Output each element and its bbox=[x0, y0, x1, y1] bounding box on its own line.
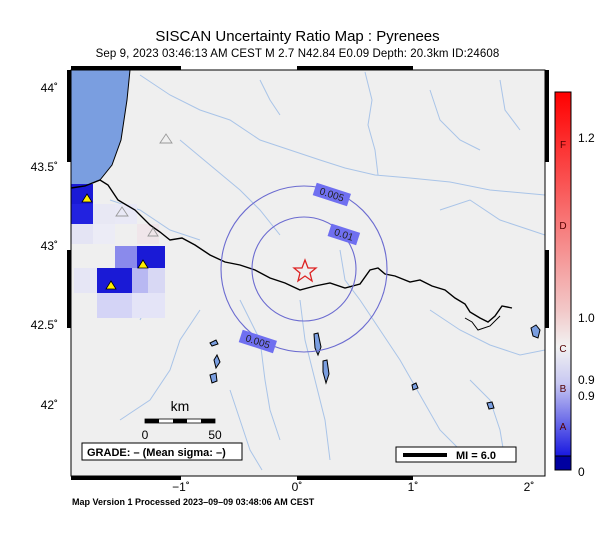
border-line bbox=[71, 179, 513, 323]
lat-tick: 43.5˚ bbox=[31, 160, 58, 174]
lat-tick: 42.5˚ bbox=[31, 318, 58, 332]
contour-lines bbox=[220, 185, 388, 353]
lat-tick: 42˚ bbox=[41, 398, 58, 412]
station-marker[interactable] bbox=[147, 227, 159, 237]
station-marker[interactable] bbox=[159, 133, 173, 144]
event-info: Sep 9, 2023 03:46:13 AM CEST M 2.7 N42.8… bbox=[95, 48, 500, 60]
scale-bar: km 0 50 bbox=[142, 398, 222, 442]
uncertainty-cells bbox=[71, 184, 165, 318]
stations[interactable] bbox=[81, 133, 173, 290]
colorbar-value: 0.9 bbox=[578, 373, 595, 387]
grade-label: B bbox=[560, 384, 567, 395]
scale-unit: km bbox=[171, 398, 190, 414]
scale-min: 0 bbox=[142, 428, 149, 442]
border-line-2 bbox=[464, 315, 501, 331]
scale-max: 50 bbox=[208, 428, 222, 442]
lon-tick: 0˚ bbox=[292, 480, 303, 494]
grade-label: C bbox=[559, 344, 566, 355]
lon-tick: −1˚ bbox=[172, 480, 190, 494]
station-marker[interactable] bbox=[81, 193, 93, 203]
colorbar-value: 1.2 bbox=[578, 131, 595, 145]
axis-labels: 44˚ 43.5˚ 43˚ 42.5˚ 42˚ −1˚ 0˚ 1˚ 2˚ bbox=[31, 81, 535, 494]
grade-label: A bbox=[560, 422, 567, 433]
colorbar-value: 0 bbox=[578, 465, 585, 479]
lakes bbox=[209, 324, 541, 410]
rivers bbox=[109, 71, 545, 471]
mi-label: MI = 6.0 bbox=[456, 450, 496, 462]
lon-tick: 1˚ bbox=[408, 480, 419, 494]
grade-box: GRADE: – (Mean sigma: –) bbox=[81, 442, 243, 461]
grade-label: F bbox=[560, 140, 566, 151]
mi-legend: MI = 6.0 bbox=[395, 446, 517, 463]
epicenter-star[interactable] bbox=[292, 258, 318, 283]
colorbar: F D C B A 1.2 1.0 0.9 0.9 0 bbox=[554, 91, 595, 479]
lat-tick: 43˚ bbox=[41, 239, 58, 253]
station-marker[interactable] bbox=[115, 206, 129, 217]
map-title: SISCAN Uncertainty Ratio Map : Pyrenees bbox=[155, 28, 440, 45]
station-marker[interactable] bbox=[105, 280, 117, 290]
lon-tick: 2˚ bbox=[524, 480, 535, 494]
lat-tick: 44˚ bbox=[41, 81, 58, 95]
colorbar-value: 1.0 bbox=[578, 311, 595, 325]
grade-text: GRADE: – (Mean sigma: –) bbox=[87, 447, 226, 459]
frame-ticks bbox=[67, 66, 549, 480]
station-marker[interactable] bbox=[137, 259, 149, 269]
contour-labels: 0.005 0.01 0.005 bbox=[238, 182, 361, 354]
processing-note: Map Version 1 Processed 2023–09–09 03:48… bbox=[72, 497, 315, 507]
map-area[interactable] bbox=[71, 70, 545, 476]
colorbar-value: 0.9 bbox=[578, 389, 595, 403]
grade-label: D bbox=[559, 221, 566, 232]
